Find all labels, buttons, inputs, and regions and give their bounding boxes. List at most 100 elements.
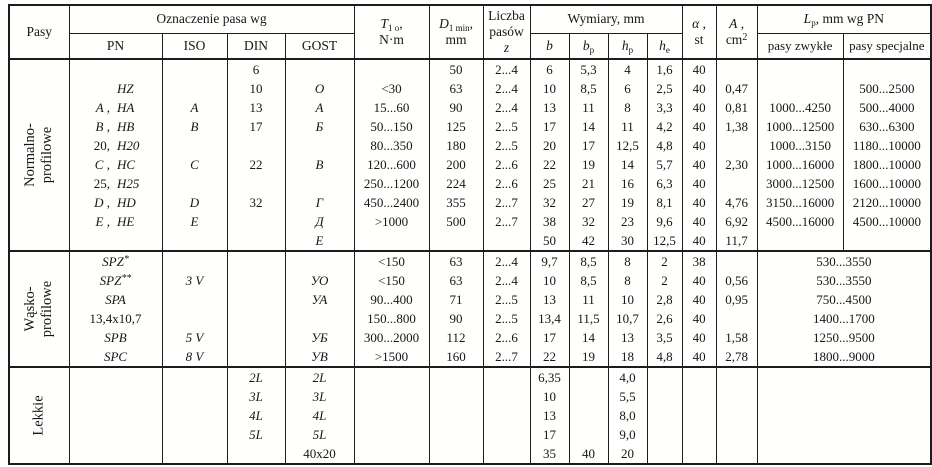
cell-line-din: 6 xyxy=(252,62,260,77)
group-label-text: Lekkie xyxy=(31,395,48,435)
section-normalno-profilowe: Normalno-profilowe HZ A , HA B , HB 20, H20 C ,H… xyxy=(8,58,932,252)
cell-line-t xyxy=(355,444,428,463)
cell-line-hp: 6 xyxy=(624,81,631,96)
cell-line-bp: 14 xyxy=(582,330,596,345)
cell-line-b: 20 xyxy=(543,138,557,153)
cell-line-a: 4,76 xyxy=(725,195,748,210)
col-b: 6 10 13 17 20 22 25 32 38 50 xyxy=(529,58,570,252)
cell-line-d: 112 xyxy=(446,330,466,345)
cell-line-al: 40 xyxy=(692,195,706,210)
cell-line-sp xyxy=(844,231,930,250)
cell-line-zw: 1000...12500 xyxy=(765,119,835,134)
designation-right: HB xyxy=(116,119,135,134)
cell-line-he: 4,8 xyxy=(656,138,673,153)
cell-line-sp: 500...2500 xyxy=(859,81,915,96)
cell-line-b: 25 xyxy=(543,176,557,191)
col-din: 6 10 13 17 22 32 xyxy=(226,58,286,252)
cell-line-he: 6,3 xyxy=(656,176,673,191)
cell-line-b: 17 xyxy=(543,427,557,442)
cell-line-bp xyxy=(570,387,607,406)
cell-line-hp: 8 xyxy=(624,254,631,269)
cell-line-hp: 14 xyxy=(621,157,635,172)
cell-line-pn: HZ xyxy=(70,79,161,98)
cell-line-al: 40 xyxy=(692,119,706,134)
cell-line-bp xyxy=(570,425,607,444)
cell-line-iso: E xyxy=(190,214,199,229)
cell-line-pn: B , HB xyxy=(70,117,161,136)
cell-line-a: 0,47 xyxy=(725,81,748,96)
cell-line-a: 11,7 xyxy=(725,233,748,248)
cell-line-zw: 3150...16000 xyxy=(765,195,835,210)
cell-line-din: 13 xyxy=(249,100,263,115)
torque-unit: N·m xyxy=(379,32,404,47)
cell-line-zw xyxy=(758,79,842,98)
area-unit: cm2 xyxy=(725,32,748,47)
cell-line-iso xyxy=(163,406,226,425)
designation-left xyxy=(70,79,110,98)
cell-line-b: 13,4 xyxy=(538,311,561,326)
cell-line-gost: Д xyxy=(315,214,324,229)
cell-line-zw: 1000...4250 xyxy=(769,100,831,115)
cell-line-zw: 4500...16000 xyxy=(765,214,835,229)
cell-line-iso xyxy=(163,387,226,406)
cell-line-pn: D , HD xyxy=(70,193,161,212)
cell-line-b: 32 xyxy=(543,195,557,210)
cell-line-din xyxy=(228,444,284,463)
col-header-area: A , cm2 xyxy=(715,4,758,60)
cell-line-hp: 10,7 xyxy=(616,311,639,326)
col-t: <150 <150 90...400 150...800 300...2000 >1500 xyxy=(353,250,430,368)
cell-line-bp: 8,5 xyxy=(580,254,597,269)
cell-line-hp: 16 xyxy=(621,176,635,191)
designation-left: 25, xyxy=(93,176,110,191)
cell-line-din xyxy=(228,174,284,193)
designation-right: HE xyxy=(116,214,135,229)
cell-line-sp: 2120...10000 xyxy=(852,195,921,210)
col-header-he: he xyxy=(646,32,683,60)
cell-line-hp: 8 xyxy=(624,100,631,115)
cell-line-b: 13 xyxy=(543,100,557,115)
col-hp: 8 8 10 10,7 13 18 xyxy=(607,250,648,368)
lp-symbol: Lp, mm wg PN xyxy=(803,11,884,29)
cell-line-d xyxy=(430,425,482,444)
area-symbol: A , xyxy=(729,16,745,31)
cell-line-lp: 1400...1700 xyxy=(812,311,875,326)
cell-line-gost: 3L xyxy=(312,389,327,404)
col-bp: 5,3 8,5 11 14 17 19 21 27 32 42 xyxy=(568,58,609,252)
cell-line-pn xyxy=(70,425,161,444)
col-header-pasy-specjalne: pasy specjalne xyxy=(842,32,932,60)
group-label-wrap: Normalno-profilowe xyxy=(10,60,68,250)
cell-line-z xyxy=(484,231,529,250)
cell-line-d: 63 xyxy=(449,254,463,269)
cell-line-t xyxy=(355,60,428,79)
cell-line-al: 40 xyxy=(692,81,706,96)
cell-line-pn xyxy=(70,231,161,250)
cell-line-he: 8,1 xyxy=(656,195,673,210)
footnote-asterisk: ** xyxy=(121,273,132,284)
col-d: 63 63 71 90 112 160 xyxy=(428,250,484,368)
cell-line-lp: 750...4500 xyxy=(816,292,872,307)
cell-line-bp: 40 xyxy=(582,446,596,461)
cell-line-bp xyxy=(570,406,607,425)
cell-line-gost: 5L xyxy=(312,427,327,442)
cell-line-hp: 13 xyxy=(621,330,635,345)
cell-line-a xyxy=(717,368,756,387)
col-pn xyxy=(68,366,163,465)
cell-line-z: 2...5 xyxy=(495,138,518,153)
cell-line-din: 5L xyxy=(249,427,263,442)
col-header-gost: GOST xyxy=(284,32,355,60)
cell-line-din: 4L xyxy=(249,408,263,423)
col-lp-zw: 1000...4250 1000...12500 1000...3150 1000..… xyxy=(756,58,844,252)
cell-line-al: 40 xyxy=(692,330,706,345)
cell-line-sp: 1800...10000 xyxy=(852,157,921,172)
cell-line-t xyxy=(355,425,428,444)
designation-right: H20 xyxy=(116,138,140,153)
cell-line-iso xyxy=(163,290,226,309)
designation-left: C , xyxy=(94,157,110,172)
cell-line-pn: 25, H25 xyxy=(70,174,161,193)
cell-line-hp: 20 xyxy=(621,446,635,461)
cell-line-a xyxy=(717,60,756,79)
group-label-line: profilowe xyxy=(39,126,56,184)
cell-line-al: 40 xyxy=(692,100,706,115)
